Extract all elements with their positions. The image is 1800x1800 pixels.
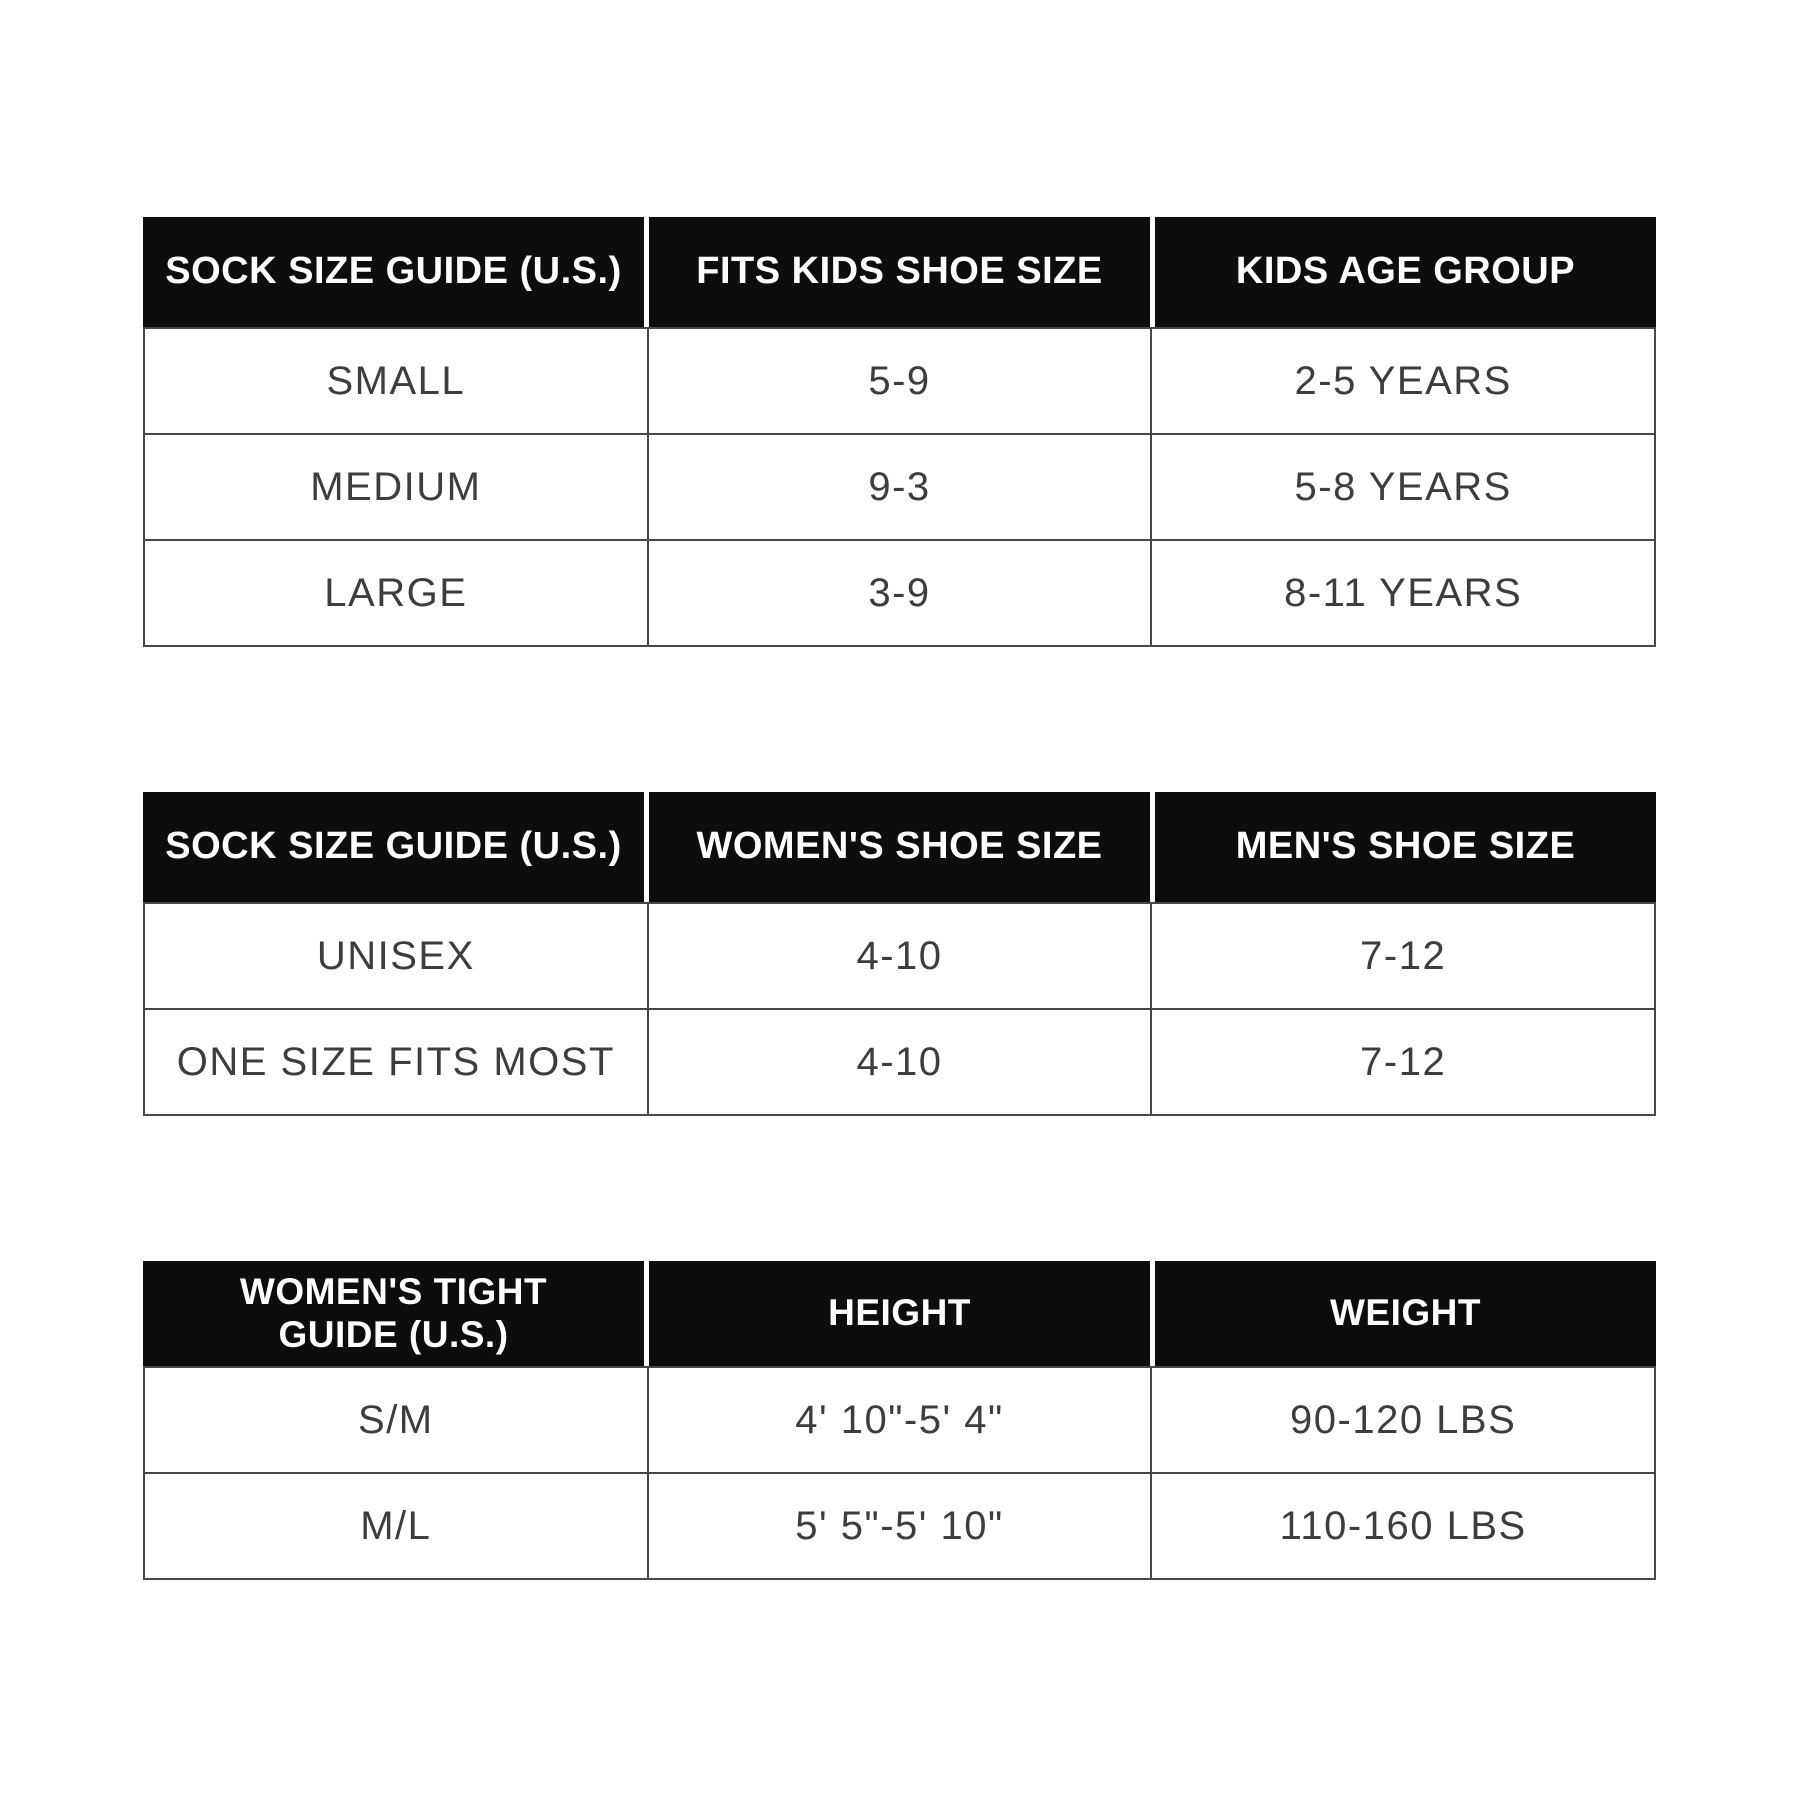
header-cell-sock-size-guide: SOCK SIZE GUIDE (U.S.) [143, 792, 644, 902]
body-cell-shoe-size: 9-3 [648, 435, 1151, 539]
header-cell-mens-shoe-size: MEN'S SHOE SIZE [1155, 792, 1656, 902]
size-tables-container: SOCK SIZE GUIDE (U.S.) FITS KIDS SHOE SI… [143, 217, 1656, 1580]
body-cell-weight: 90-120 LBS [1152, 1368, 1654, 1472]
header-cell-womens-shoe-size: WOMEN'S SHOE SIZE [649, 792, 1150, 902]
adult-table-body: UNISEX 4-10 7-12 ONE SIZE FITS MOST 4-10… [143, 902, 1656, 1116]
header-cell-weight: WEIGHT [1155, 1261, 1656, 1366]
kids-sock-size-table: SOCK SIZE GUIDE (U.S.) FITS KIDS SHOE SI… [143, 217, 1656, 647]
body-cell-height: 5' 5"-5' 10" [648, 1474, 1151, 1578]
body-cell-shoe-size: 5-9 [648, 329, 1151, 433]
adult-table-header-row: SOCK SIZE GUIDE (U.S.) WOMEN'S SHOE SIZE… [143, 792, 1656, 902]
header-cell-fits-kids-shoe-size: FITS KIDS SHOE SIZE [649, 217, 1150, 327]
body-cell-size: SMALL [145, 329, 647, 433]
kids-table-body: SMALL 5-9 2-5 YEARS MEDIUM 9-3 5-8 YEARS… [143, 327, 1656, 647]
body-cell-age-group: 5-8 YEARS [1152, 435, 1654, 539]
body-cell-age-group: 8-11 YEARS [1152, 541, 1654, 645]
header-line-2: GUIDE (U.S.) [278, 1313, 509, 1355]
body-cell-womens-size: 4-10 [648, 904, 1151, 1008]
body-cell-height: 4' 10"-5' 4" [648, 1368, 1151, 1472]
header-cell-height: HEIGHT [649, 1261, 1150, 1366]
body-cell-shoe-size: 3-9 [648, 541, 1151, 645]
header-cell-kids-age-group: KIDS AGE GROUP [1155, 217, 1656, 327]
body-cell-size: MEDIUM [145, 435, 647, 539]
tight-table-body: S/M 4' 10"-5' 4" 90-120 LBS M/L 5' 5"-5'… [143, 1366, 1656, 1580]
body-cell-womens-size: 4-10 [648, 1010, 1151, 1114]
body-cell-size: LARGE [145, 541, 647, 645]
header-cell-sock-size-guide: SOCK SIZE GUIDE (U.S.) [143, 217, 644, 327]
adult-sock-size-table: SOCK SIZE GUIDE (U.S.) WOMEN'S SHOE SIZE… [143, 792, 1656, 1116]
body-cell-age-group: 2-5 YEARS [1152, 329, 1654, 433]
body-cell-size: S/M [145, 1368, 647, 1472]
body-cell-weight: 110-160 LBS [1152, 1474, 1654, 1578]
body-cell-size: ONE SIZE FITS MOST [145, 1010, 647, 1114]
body-cell-size: M/L [145, 1474, 647, 1578]
body-cell-mens-size: 7-12 [1152, 904, 1654, 1008]
body-cell-size: UNISEX [145, 904, 647, 1008]
header-line-1: WOMEN'S TIGHT [239, 1270, 548, 1312]
kids-table-header-row: SOCK SIZE GUIDE (U.S.) FITS KIDS SHOE SI… [143, 217, 1656, 327]
tight-table-header-row: WOMEN'S TIGHT GUIDE (U.S.) HEIGHT WEIGHT [143, 1261, 1656, 1366]
body-cell-mens-size: 7-12 [1152, 1010, 1654, 1114]
womens-tight-guide-table: WOMEN'S TIGHT GUIDE (U.S.) HEIGHT WEIGHT… [143, 1261, 1656, 1580]
header-cell-womens-tight-guide: WOMEN'S TIGHT GUIDE (U.S.) [143, 1261, 644, 1366]
